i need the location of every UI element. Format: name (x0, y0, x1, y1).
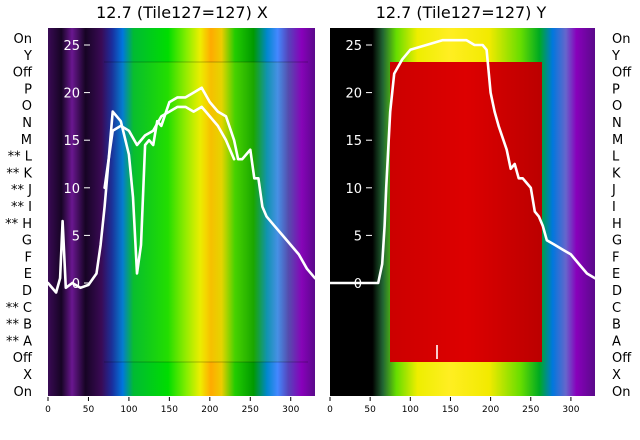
y-tick-label: 20 (345, 87, 362, 102)
x-tick-label: 300 (282, 405, 299, 415)
row-label: Y (23, 49, 32, 64)
x-tick-label: 200 (482, 405, 499, 415)
chart-title: 12.7 (Tile127=127) Y (376, 3, 547, 22)
row-label: ** B (6, 318, 32, 333)
row-label: N (22, 116, 32, 131)
series-line-1 (103, 105, 236, 190)
y-tick-labels: 0 5 10 15 20 25 (345, 39, 372, 292)
row-label: X (612, 368, 621, 383)
row-label: G (612, 234, 622, 249)
row-label: D (22, 284, 32, 299)
y-tick-label: 10 (63, 182, 80, 197)
row-label: L (612, 150, 620, 165)
row-label: On (14, 385, 32, 400)
y-tick-label: 25 (345, 39, 362, 54)
x-tick-label: 150 (161, 405, 178, 415)
series-lines (46, 86, 317, 294)
series-lines (328, 38, 597, 285)
x-tick-label: 0 (45, 405, 51, 415)
row-label: On (14, 32, 32, 47)
y-tick-label: 15 (63, 134, 80, 149)
x-tick-label: 150 (442, 405, 459, 415)
x-tick-label: 100 (402, 405, 419, 415)
row-label: J (611, 183, 616, 198)
row-label: E (612, 267, 620, 282)
x-tick-label: 0 (327, 405, 333, 415)
row-label: O (22, 99, 32, 114)
row-label: ** C (6, 301, 32, 316)
x-tick-label: 250 (522, 405, 539, 415)
row-label: D (612, 284, 622, 299)
row-label: M (612, 133, 623, 148)
row-label: Y (611, 49, 620, 64)
row-label: ** I (11, 200, 32, 215)
row-label: ** L (8, 150, 33, 165)
row-label: On (612, 32, 630, 47)
row-label: I (612, 200, 616, 215)
row-label: H (612, 217, 622, 232)
x-tick-label: 50 (83, 405, 95, 415)
x-tick-label: 300 (562, 405, 579, 415)
row-label: O (612, 99, 622, 114)
row-label: G (22, 234, 32, 249)
x-tick-label: 100 (120, 405, 137, 415)
row-label: P (612, 82, 620, 97)
y-tick-label: 5 (72, 229, 80, 244)
y-tick-label: 15 (345, 134, 362, 149)
x-tick-label: 250 (242, 405, 259, 415)
row-label: E (24, 267, 32, 282)
heatmap-panel-y: 12.7 (Tile127=127) Y OnYOffPONMLKJIHGFED… (327, 3, 632, 415)
row-label: K (612, 166, 621, 181)
row-label: Off (612, 351, 632, 366)
row-label: Off (13, 66, 33, 81)
row-label: ** J (11, 183, 32, 198)
row-label: M (21, 133, 32, 148)
x-tick-label: 200 (201, 405, 218, 415)
y-tick-label: 25 (63, 39, 80, 54)
x-tick-labels: 0 50 100 150 200 250 300 (327, 397, 580, 415)
x-tick-labels: 0 50 100 150 200 250 300 (45, 397, 300, 415)
y-tick-label: 20 (63, 87, 80, 102)
row-label: A (612, 334, 621, 349)
row-label: ** H (5, 217, 32, 232)
series-line-0 (328, 38, 597, 285)
row-label: F (612, 250, 619, 265)
chart-title: 12.7 (Tile127=127) X (96, 3, 268, 22)
y-tick-label: 5 (354, 229, 362, 244)
row-label: F (25, 250, 32, 265)
row-label: Off (612, 66, 632, 81)
y-tick-label: 0 (354, 277, 362, 292)
row-label: C (612, 301, 621, 316)
row-label: Off (13, 351, 33, 366)
row-label: ** A (6, 334, 32, 349)
x-tick-label: 50 (364, 405, 376, 415)
heatmap-red-block (390, 62, 542, 362)
y-tick-label: 10 (345, 182, 362, 197)
row-label: N (612, 116, 622, 131)
row-label: B (612, 318, 621, 333)
row-label: P (24, 82, 32, 97)
row-label: ** K (6, 166, 32, 181)
row-label: On (612, 385, 630, 400)
row-label: X (23, 368, 32, 383)
